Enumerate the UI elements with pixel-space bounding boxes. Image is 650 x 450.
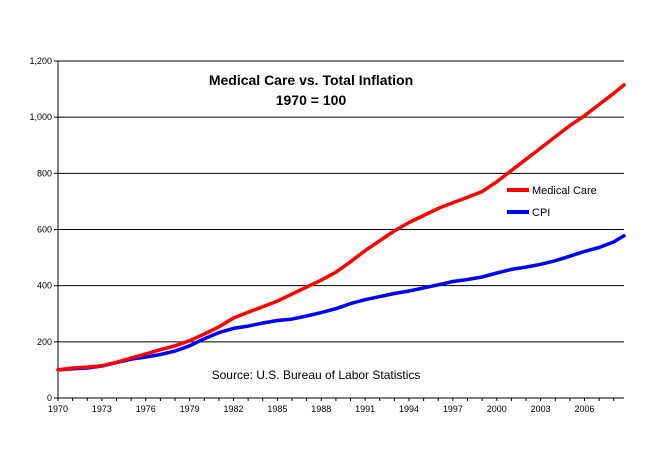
x-tick-label: 1997 xyxy=(443,404,463,414)
gridlines xyxy=(58,60,624,343)
y-tick-label: 0 xyxy=(47,393,52,403)
x-tick-label: 1979 xyxy=(180,404,200,414)
series-layer xyxy=(56,83,626,372)
series-line-medical-care xyxy=(56,83,626,372)
series-line-cpi xyxy=(56,233,626,372)
source-annotation: Source: U.S. Bureau of Labor Statistics xyxy=(212,368,421,382)
y-tick-label: 200 xyxy=(37,337,52,347)
x-tick-label: 1988 xyxy=(311,404,331,414)
legend-label-cpi: CPI xyxy=(532,207,550,219)
x-tick-label: 1985 xyxy=(267,404,287,414)
x-tick-label: 1970 xyxy=(48,404,68,414)
x-tick-label: 2006 xyxy=(574,404,594,414)
x-tick-label: 1991 xyxy=(355,404,375,414)
x-tick-label: 1982 xyxy=(223,404,243,414)
x-tick-label: 2003 xyxy=(531,404,551,414)
x-tick-label: 2000 xyxy=(487,404,507,414)
legend: Medical Care CPI xyxy=(507,185,597,219)
y-tick-label: 1,000 xyxy=(29,112,52,122)
x-tick-label: 1976 xyxy=(136,404,156,414)
y-tick-label: 600 xyxy=(37,225,52,235)
y-tick-label: 800 xyxy=(37,168,52,178)
x-tick-label: 1994 xyxy=(399,404,419,414)
legend-label-medical-care: Medical Care xyxy=(532,185,597,197)
y-tick-label: 400 xyxy=(37,281,52,291)
chart-subtitle: 1970 = 100 xyxy=(276,92,347,108)
axes: 0 200 400 600 800 1,000 1,200 1970 1973 1976 1979 1… xyxy=(29,56,624,414)
chart-title: Medical Care vs. Total Inflation xyxy=(209,72,413,88)
y-tick-label: 1,200 xyxy=(29,56,52,66)
x-tick-label: 1973 xyxy=(92,404,112,414)
